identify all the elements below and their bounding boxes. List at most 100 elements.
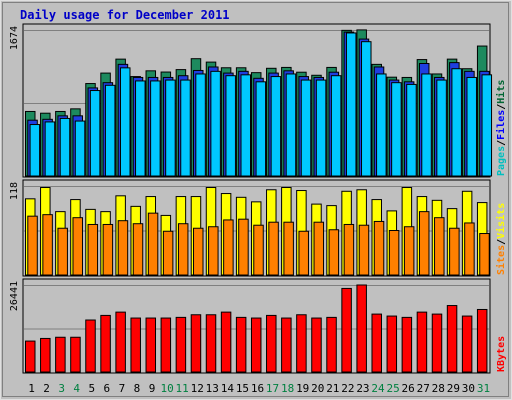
legend-separator: / <box>496 239 507 245</box>
legend-item: Pages <box>496 146 507 176</box>
bar-pages-day-29 <box>451 68 462 177</box>
x-tick-label-day-9: 9 <box>149 382 156 395</box>
x-tick-label-day-12: 12 <box>191 382 204 395</box>
bar-pages-day-20 <box>315 79 327 177</box>
bar-sites-day-14 <box>223 219 234 276</box>
x-tick-label-day-22: 22 <box>341 382 354 395</box>
x-tick-label-day-14: 14 <box>221 382 235 395</box>
bar-kbytes-day-28 <box>431 313 443 373</box>
bar-pages-day-13 <box>210 70 221 177</box>
x-tick-label-day-8: 8 <box>134 382 141 395</box>
bar-pages-day-9 <box>150 80 161 177</box>
bar-pages-day-23 <box>361 41 372 177</box>
x-tick-label-day-30: 30 <box>462 382 475 395</box>
bar-sites-day-29 <box>449 227 460 276</box>
bar-sites-day-5 <box>87 223 99 276</box>
bar-kbytes-day-7 <box>115 311 126 373</box>
x-tick-label-day-15: 15 <box>236 382 249 395</box>
bar-pages-day-6 <box>104 84 116 177</box>
bar-kbytes-day-23 <box>356 284 367 373</box>
bar-pages-day-28 <box>436 79 447 177</box>
chart-title: Daily usage for December 2011 <box>20 8 230 22</box>
bar-sites-day-30 <box>464 222 475 276</box>
bar-sites-day-24 <box>373 220 385 276</box>
x-tick-label-day-16: 16 <box>251 382 264 395</box>
bar-pages-day-16 <box>255 81 267 177</box>
bar-sites-day-1 <box>27 215 38 276</box>
x-tick-label-day-11: 11 <box>176 382 189 395</box>
bar-kbytes-day-30 <box>461 315 473 373</box>
bar-kbytes-day-6 <box>100 314 111 373</box>
bar-sites-day-12 <box>193 227 204 276</box>
x-tick-label-day-25: 25 <box>386 382 399 395</box>
bar-kbytes-day-20 <box>311 317 322 373</box>
bar-kbytes-day-21 <box>326 316 337 373</box>
bar-sites-day-28 <box>434 217 445 276</box>
bar-sites-day-22 <box>343 223 355 276</box>
bar-pages-day-25 <box>391 82 402 177</box>
x-tick-label-day-27: 27 <box>417 382 430 395</box>
bar-kbytes-day-10 <box>160 317 172 373</box>
bar-pages-day-7 <box>119 67 131 177</box>
x-tick-label-day-10: 10 <box>160 382 173 395</box>
bar-pages-day-3 <box>59 117 71 177</box>
bar-pages-day-14 <box>225 75 236 177</box>
x-tick-label-day-31: 31 <box>477 382 490 395</box>
window-border-dark <box>2 2 509 397</box>
bar-kbytes-day-29 <box>446 305 458 373</box>
bar-kbytes-day-26 <box>401 316 413 373</box>
bar-sites-day-11 <box>177 223 189 276</box>
x-tick-label-day-20: 20 <box>311 382 324 395</box>
bar-pages-day-24 <box>376 73 387 177</box>
bar-kbytes-day-16 <box>250 317 262 373</box>
x-tick-label-day-13: 13 <box>206 382 219 395</box>
y-max-label: 26441 <box>9 281 20 311</box>
x-tick-label-day-17: 17 <box>266 382 279 395</box>
bar-sites-day-9 <box>147 212 159 276</box>
bar-kbytes-day-24 <box>371 313 382 373</box>
x-tick-label-day-23: 23 <box>356 382 369 395</box>
bar-sites-day-31 <box>479 233 490 276</box>
bar-kbytes-day-19 <box>296 314 307 373</box>
bar-sites-day-3 <box>57 227 68 276</box>
bar-sites-day-21 <box>328 229 340 276</box>
bar-pages-day-11 <box>180 79 191 177</box>
bar-sites-day-27 <box>418 211 430 276</box>
bar-kbytes-day-13 <box>205 314 217 373</box>
x-tick-label-day-5: 5 <box>88 382 95 395</box>
bar-kbytes-day-12 <box>190 314 202 373</box>
bar-sites-day-13 <box>208 226 219 276</box>
bar-kbytes-day-8 <box>130 317 141 373</box>
bar-pages-day-5 <box>89 90 101 177</box>
bar-kbytes-day-5 <box>85 319 96 373</box>
legend-item: KBytes <box>496 336 507 372</box>
bar-kbytes-day-3 <box>55 336 66 373</box>
bar-sites-day-23 <box>358 224 370 276</box>
x-tick-label-day-6: 6 <box>104 382 111 395</box>
bar-sites-day-4 <box>72 217 83 276</box>
x-tick-label-day-24: 24 <box>371 382 385 395</box>
bar-sites-day-18 <box>283 221 294 276</box>
bar-sites-day-2 <box>42 214 53 276</box>
bar-sites-day-15 <box>238 218 249 276</box>
y-max-label: 1674 <box>9 26 20 50</box>
bar-sites-day-8 <box>132 223 144 276</box>
x-tick-label-day-26: 26 <box>402 382 415 395</box>
bar-sites-day-20 <box>313 221 325 276</box>
bar-kbytes-day-18 <box>281 317 292 373</box>
bar-kbytes-day-27 <box>416 311 428 373</box>
bar-kbytes-day-2 <box>40 337 51 373</box>
bar-pages-day-10 <box>165 79 176 177</box>
bar-pages-day-4 <box>74 120 86 177</box>
x-tick-label-day-4: 4 <box>73 382 80 395</box>
bar-pages-day-26 <box>406 83 417 177</box>
x-tick-label-day-21: 21 <box>326 382 339 395</box>
bar-sites-day-26 <box>403 226 415 276</box>
bar-kbytes-day-11 <box>175 316 187 373</box>
bar-kbytes-day-22 <box>341 287 352 373</box>
bar-pages-day-19 <box>300 79 312 177</box>
bar-kbytes-day-17 <box>266 314 277 373</box>
